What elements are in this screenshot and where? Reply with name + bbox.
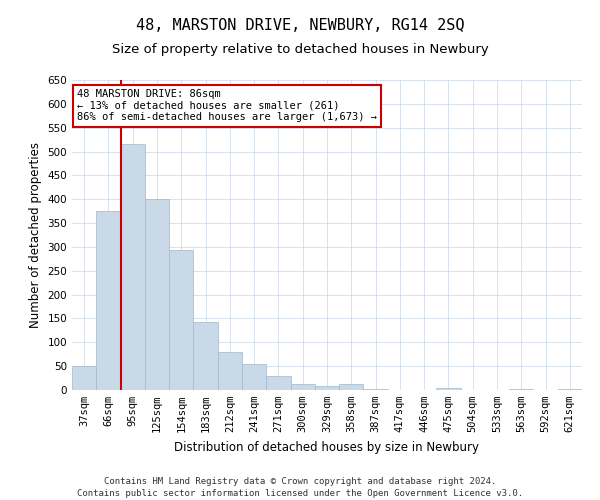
Bar: [218, 352, 242, 390]
X-axis label: Distribution of detached houses by size in Newbury: Distribution of detached houses by size …: [175, 440, 479, 454]
Bar: [145, 199, 169, 390]
Text: Size of property relative to detached houses in Newbury: Size of property relative to detached ho…: [112, 42, 488, 56]
Bar: [315, 386, 339, 390]
Bar: [339, 384, 364, 390]
Bar: [242, 364, 266, 390]
Bar: [364, 388, 388, 390]
Bar: [266, 376, 290, 390]
Text: Contains HM Land Registry data © Crown copyright and database right 2024.
Contai: Contains HM Land Registry data © Crown c…: [77, 476, 523, 498]
Text: 48, MARSTON DRIVE, NEWBURY, RG14 2SQ: 48, MARSTON DRIVE, NEWBURY, RG14 2SQ: [136, 18, 464, 32]
Y-axis label: Number of detached properties: Number of detached properties: [29, 142, 42, 328]
Bar: [558, 388, 582, 390]
Text: 48 MARSTON DRIVE: 86sqm
← 13% of detached houses are smaller (261)
86% of semi-d: 48 MARSTON DRIVE: 86sqm ← 13% of detache…: [77, 90, 377, 122]
Bar: [169, 250, 193, 390]
Bar: [96, 211, 121, 390]
Bar: [72, 366, 96, 390]
Bar: [290, 384, 315, 390]
Bar: [436, 388, 461, 390]
Bar: [193, 322, 218, 390]
Bar: [509, 388, 533, 390]
Bar: [121, 144, 145, 390]
